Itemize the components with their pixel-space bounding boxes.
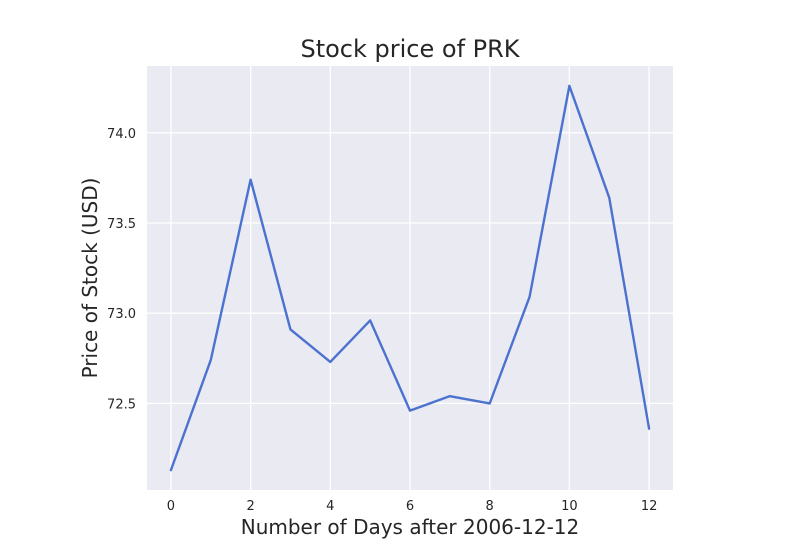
x-tick-label: 0 — [167, 499, 175, 514]
y-tick-label: 74.0 — [107, 127, 136, 142]
y-axis-label: Price of Stock (USD) — [78, 178, 102, 379]
x-tick-label: 6 — [406, 499, 414, 514]
series — [169, 84, 651, 472]
x-tick-label: 2 — [246, 499, 254, 514]
x-tick-label: 10 — [561, 499, 578, 514]
price-series-line — [169, 84, 651, 472]
x-tick-label: 4 — [326, 499, 334, 514]
ticks: 0 2 4 6 8 10 12 72.5 73.0 73.5 74.0 — [107, 127, 657, 514]
y-tick-label: 73.0 — [107, 307, 136, 322]
y-tick-label: 72.5 — [107, 397, 136, 412]
x-tick-label: 12 — [641, 499, 658, 514]
y-tick-label: 73.5 — [107, 217, 136, 232]
x-axis-label: Number of Days after 2006-12-12 — [241, 515, 580, 539]
chart-title: Stock price of PRK — [300, 35, 520, 63]
x-tick-label: 8 — [486, 499, 494, 514]
